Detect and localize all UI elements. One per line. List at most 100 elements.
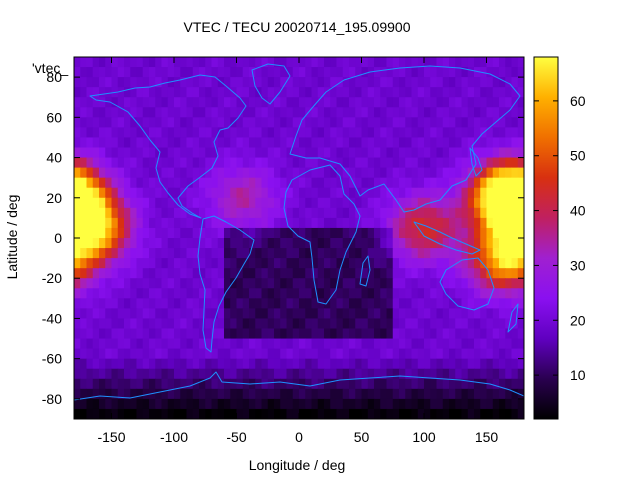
heatmap-cell (174, 378, 181, 390)
heatmap-cell (292, 157, 300, 169)
heatmap-cell (336, 67, 344, 78)
heatmap-cell (499, 97, 506, 108)
heatmap-cell (436, 57, 444, 68)
heatmap-cell (430, 157, 438, 169)
heatmap-cell (361, 368, 369, 380)
heatmap-cell (167, 77, 175, 88)
heatmap-cell (330, 117, 338, 128)
heatmap-cell (124, 107, 131, 118)
heatmap-cell (130, 288, 138, 299)
heatmap-cell (411, 77, 419, 88)
heatmap-cell (199, 408, 206, 419)
heatmap-cell (236, 268, 244, 279)
heatmap-cell (424, 117, 431, 128)
heatmap-cell (386, 338, 394, 350)
heatmap-cell (192, 177, 200, 189)
heatmap-cell (311, 67, 319, 78)
heatmap-cell (142, 117, 150, 128)
heatmap-cell (124, 137, 131, 149)
heatmap-cell (511, 147, 519, 159)
heatmap-cell (267, 388, 275, 400)
heatmap-cell (380, 177, 388, 189)
heatmap-cell (242, 117, 250, 128)
heatmap-cell (74, 57, 81, 68)
heatmap-cell (155, 268, 163, 279)
heatmap-cell (467, 67, 475, 78)
heatmap-cell (442, 388, 450, 400)
heatmap-cell (236, 127, 244, 139)
heatmap-cell (192, 258, 200, 269)
heatmap-cell (224, 398, 231, 410)
heatmap-cell (261, 308, 269, 320)
heatmap-cell (174, 278, 181, 289)
heatmap-cell (205, 137, 213, 149)
heatmap-cell (399, 57, 406, 68)
heatmap-cell (467, 238, 475, 249)
heatmap-cell (136, 338, 144, 350)
heatmap-cell (130, 348, 138, 360)
heatmap-cell (80, 378, 88, 390)
heatmap-cell (92, 408, 100, 419)
heatmap-cell (205, 398, 213, 410)
heatmap-cell (155, 57, 163, 68)
heatmap-cell (86, 238, 94, 249)
heatmap-cell (461, 147, 469, 159)
heatmap-cell (517, 248, 524, 259)
heatmap-cell (405, 328, 413, 340)
heatmap-cell (92, 328, 100, 340)
heatmap-cell (199, 288, 206, 299)
heatmap-cell (80, 127, 88, 139)
heatmap-cell (186, 77, 194, 88)
africa-coastline (283, 164, 361, 305)
heatmap-cell (86, 177, 94, 189)
heatmap-cell (317, 137, 325, 149)
heatmap-cell (474, 288, 481, 299)
heatmap-cell (255, 338, 263, 350)
heatmap-cell (367, 177, 375, 189)
heatmap-cell (274, 147, 281, 159)
heatmap-cell (261, 338, 269, 350)
heatmap-cell (155, 298, 163, 309)
heatmap-cell (274, 107, 281, 118)
heatmap-cell (355, 288, 363, 299)
heatmap-cell (155, 408, 163, 419)
heatmap-cell (149, 278, 156, 289)
heatmap-cell (517, 57, 524, 68)
heatmap-cell (374, 117, 381, 128)
heatmap-cell (305, 147, 313, 159)
heatmap-cell (417, 268, 425, 279)
heatmap-cell (136, 147, 144, 159)
heatmap-cell (324, 87, 331, 98)
heatmap-cell (236, 278, 244, 289)
heatmap-cell (161, 67, 169, 78)
heatmap-cell (492, 388, 500, 400)
heatmap-cell (149, 67, 156, 78)
heatmap-cell (330, 167, 338, 179)
heatmap-cell (249, 127, 256, 139)
heatmap-cell (424, 308, 431, 320)
heatmap-cell (161, 248, 169, 259)
heatmap-cell (411, 67, 419, 78)
heatmap-cell (449, 207, 456, 219)
heatmap-cell (342, 388, 350, 400)
heatmap-cell (117, 378, 125, 390)
heatmap-cell (124, 177, 131, 189)
heatmap-cell (86, 97, 94, 108)
heatmap-cell (236, 388, 244, 400)
heatmap-cell (405, 368, 413, 380)
heatmap-cell (99, 268, 106, 279)
heatmap-cell (342, 137, 350, 149)
heatmap-cell (236, 207, 244, 219)
heatmap-cell (92, 288, 100, 299)
heatmap-cell (124, 258, 131, 269)
heatmap-cell (461, 288, 469, 299)
heatmap-cell (74, 197, 81, 209)
heatmap-cell (280, 157, 288, 169)
heatmap-cell (342, 278, 350, 289)
heatmap-cell (174, 308, 181, 320)
heatmap-cell (105, 57, 113, 68)
heatmap-cell (105, 288, 113, 299)
heatmap-cell (305, 187, 313, 199)
heatmap-cell (255, 288, 263, 299)
heatmap-cell (242, 187, 250, 199)
